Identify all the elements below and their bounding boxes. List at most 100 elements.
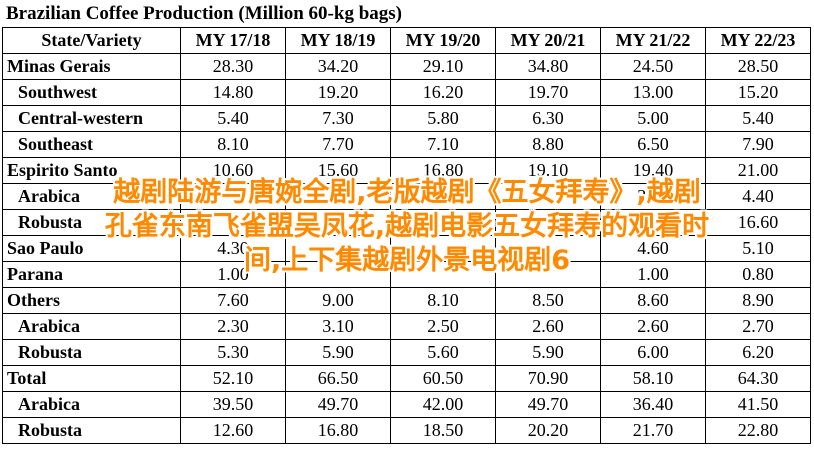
- table-cell: 16.80: [390, 157, 496, 184]
- table-cell: [600, 209, 706, 236]
- table-cell: 7.60: [180, 287, 286, 314]
- table-cell: [285, 209, 391, 236]
- table-cell: 12.60: [180, 417, 286, 444]
- table-row: Arabica 39.50 49.70 42.00 49.70 36.40 41…: [2, 391, 811, 418]
- row-label: Arabica: [2, 313, 181, 340]
- table-cell: 5.30: [180, 339, 286, 366]
- table-row: Robusta 12.60 16.80 18.50 20.20 21.70 22…: [2, 417, 811, 444]
- table-cell: 7.90: [705, 131, 811, 158]
- table-cell: 19.20: [285, 79, 391, 106]
- table-cell: 21.70: [600, 417, 706, 444]
- table-cell: 4.30: [180, 235, 286, 262]
- table-cell: 3.70: [600, 183, 706, 210]
- table-cell: 16.60: [705, 209, 811, 236]
- table-cell: 3.10: [285, 313, 391, 340]
- table-cell: 20.20: [495, 417, 601, 444]
- table-cell: 16.20: [390, 79, 496, 106]
- row-label: Espirito Santo: [2, 157, 181, 184]
- table-cell: 5.90: [495, 339, 601, 366]
- table-row: Robusta 16.60: [2, 209, 811, 236]
- table-cell: 42.00: [390, 391, 496, 418]
- row-label: Arabica: [2, 391, 181, 418]
- table-cell: 58.10: [600, 365, 706, 392]
- table-cell: 49.70: [285, 391, 391, 418]
- table-cell: 13.00: [600, 79, 706, 106]
- table-cell: 49.70: [495, 391, 601, 418]
- table-cell: 8.60: [600, 287, 706, 314]
- table-cell: 39.50: [180, 391, 286, 418]
- table-cell: 34.80: [495, 53, 601, 80]
- table-cell: 8.90: [705, 287, 811, 314]
- row-label: Parana: [2, 261, 181, 288]
- row-label: Central-western: [2, 105, 181, 132]
- table-cell: 19.40: [600, 157, 706, 184]
- table-cell: 16.80: [285, 417, 391, 444]
- table-row: Minas Gerais 28.30 34.20 29.10 34.80 24.…: [2, 53, 811, 80]
- table-row: Others 7.60 9.00 8.10 8.50 8.60 8.90: [2, 287, 811, 314]
- table-row: Parana 1.00 1.00 0.80: [2, 261, 811, 288]
- row-label: Sao Paulo: [2, 235, 181, 262]
- table-cell: 8.10: [180, 131, 286, 158]
- table-cell: 8.50: [495, 287, 601, 314]
- table-cell: [180, 183, 286, 210]
- table-cell: [495, 235, 601, 262]
- table-cell: 60.50: [390, 365, 496, 392]
- table-row: Southwest 14.80 19.20 16.20 19.70 13.00 …: [2, 79, 811, 106]
- table-cell: 2.60: [600, 313, 706, 340]
- table-cell: 6.20: [705, 339, 811, 366]
- table-cell: 4.40: [705, 183, 811, 210]
- table-cell: 2.50: [390, 313, 496, 340]
- table-cell: 5.40: [705, 105, 811, 132]
- column-header-state: State/Variety: [2, 27, 181, 54]
- table-cell: 52.10: [180, 365, 286, 392]
- table-cell: 66.50: [285, 365, 391, 392]
- table-row: Espirito Santo 10.60 15.60 16.80 19.10 1…: [2, 157, 811, 184]
- row-label: Southeast: [2, 131, 181, 158]
- table-cell: 2.30: [180, 313, 286, 340]
- row-label: Southwest: [2, 79, 181, 106]
- table-cell: 19.70: [495, 79, 601, 106]
- table-row: Total 52.10 66.50 60.50 70.90 58.10 64.3…: [2, 365, 811, 392]
- column-header-my-22-23: MY 22/23: [705, 27, 811, 54]
- table-cell: [390, 183, 496, 210]
- table-cell: [390, 209, 496, 236]
- table-row: Arabica 3.70 4.40: [2, 183, 811, 210]
- table-cell: 6.50: [600, 131, 706, 158]
- table-cell: [285, 183, 391, 210]
- row-label: Robusta: [2, 339, 181, 366]
- table-cell: 2.60: [495, 313, 601, 340]
- table-cell: 14.80: [180, 79, 286, 106]
- row-label: Robusta: [2, 417, 181, 444]
- table-cell: 5.80: [390, 105, 496, 132]
- table-cell: 34.20: [285, 53, 391, 80]
- table-cell: 0.80: [705, 261, 811, 288]
- table-cell: 36.40: [600, 391, 706, 418]
- table-cell: 8.10: [390, 287, 496, 314]
- row-label: Total: [2, 365, 181, 392]
- table-cell: [180, 209, 286, 236]
- table-cell: [285, 261, 391, 288]
- table-cell: 70.90: [495, 365, 601, 392]
- table-row: Central-western 5.40 7.30 5.80 6.30 5.00…: [2, 105, 811, 132]
- table-cell: 8.80: [495, 131, 601, 158]
- table-row: Southeast 8.10 7.70 7.10 8.80 6.50 7.90: [2, 131, 811, 158]
- table-cell: [495, 209, 601, 236]
- table-cell: 6.30: [495, 105, 601, 132]
- row-label: Others: [2, 287, 181, 314]
- table-cell: 21.00: [705, 157, 811, 184]
- table-cell: 1.00: [180, 261, 286, 288]
- column-header-my-17-18: MY 17/18: [180, 27, 286, 54]
- table-cell: 5.10: [705, 235, 811, 262]
- column-header-my-20-21: MY 20/21: [495, 27, 601, 54]
- column-header-my-21-22: MY 21/22: [600, 27, 706, 54]
- table-row: Robusta 5.30 5.90 5.60 5.90 6.00 6.20: [2, 339, 811, 366]
- table-cell: 10.60: [180, 157, 286, 184]
- table-cell: 7.70: [285, 131, 391, 158]
- table-cell: 5.40: [180, 105, 286, 132]
- table-cell: [495, 183, 601, 210]
- row-label: Minas Gerais: [2, 53, 181, 80]
- table-cell: 64.30: [705, 365, 811, 392]
- table-header-row: State/Variety MY 17/18 MY 18/19 MY 19/20…: [2, 27, 811, 54]
- table-cell: 24.50: [600, 53, 706, 80]
- table-cell: 41.50: [705, 391, 811, 418]
